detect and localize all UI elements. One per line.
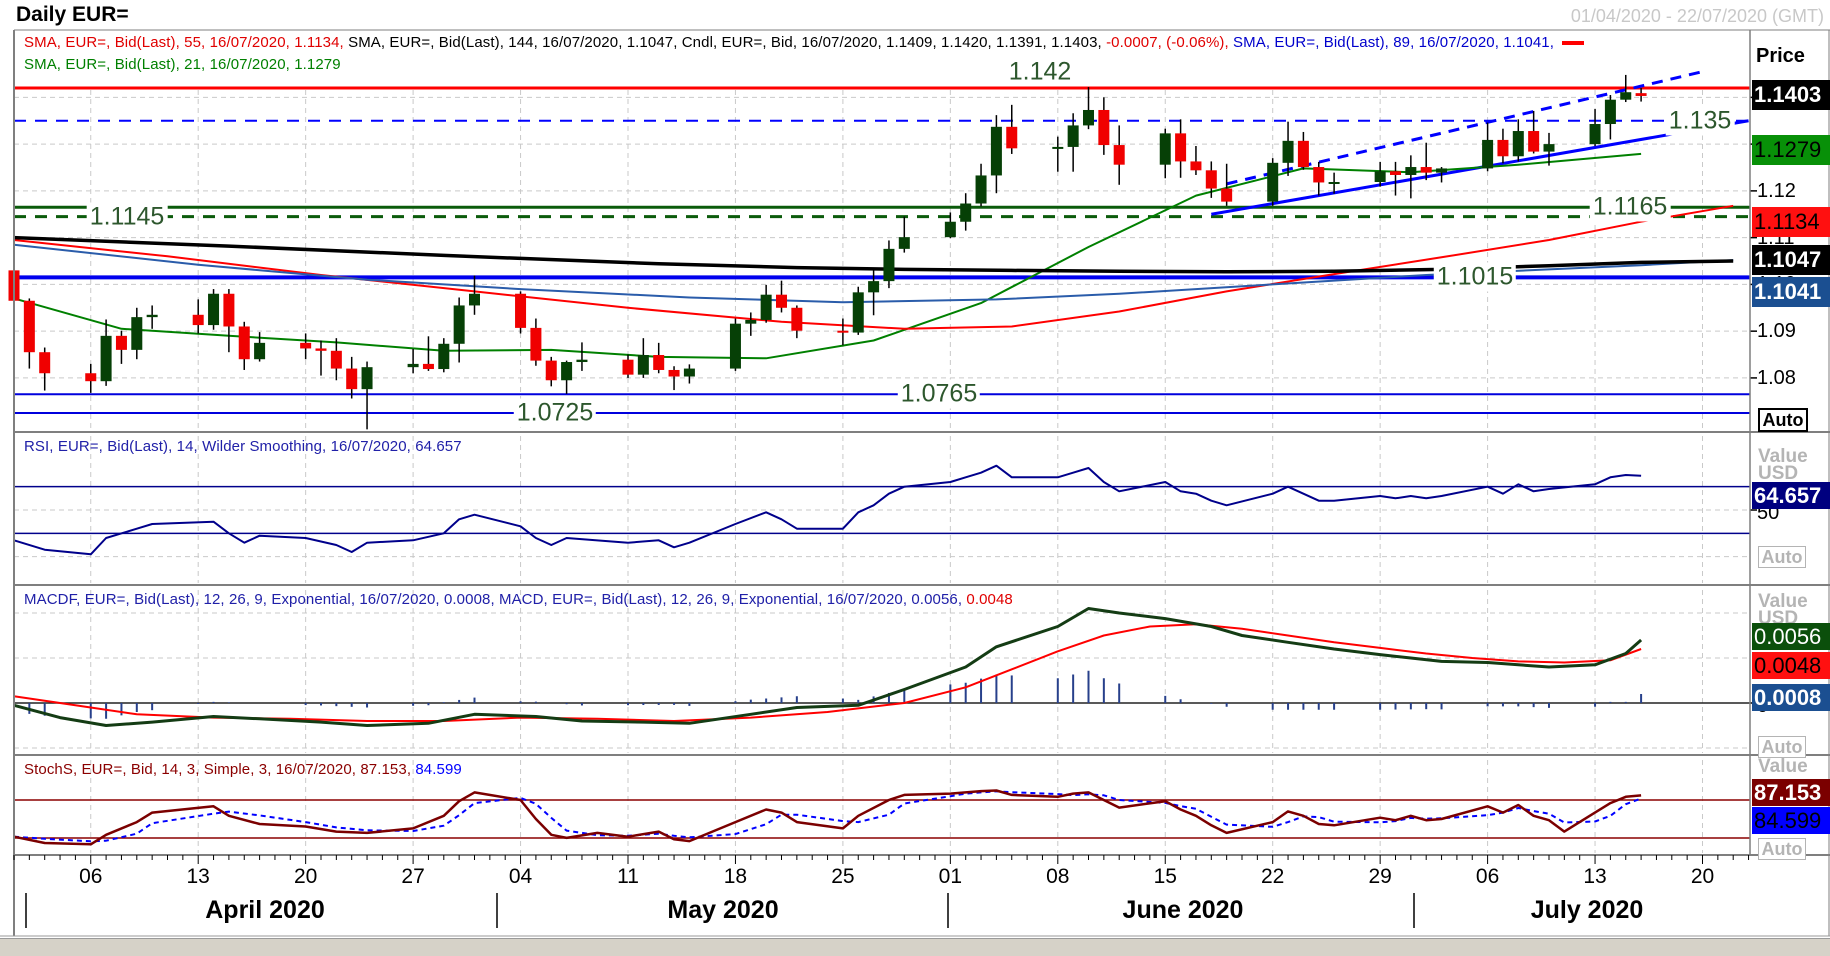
stoch-axis-value-label: Value (1758, 756, 1808, 777)
date-range-label: 01/04/2020 - 22/07/2020 (GMT) (1570, 6, 1824, 26)
price-level-label-1.1165: 1.1165 (1589, 192, 1671, 222)
stoch-legend-segment: 84.599 (415, 761, 462, 778)
sma-144-line (13, 235, 1734, 274)
x-axis-date-label: 20 (293, 865, 318, 888)
macd-panel (13, 607, 1750, 727)
macd-line (13, 607, 1643, 727)
x-axis-date-label: 06 (79, 865, 103, 888)
price-legend-segment: SMA, EUR=, Bid(Last), 89, 16/07/2020, 1.… (1233, 34, 1559, 51)
rsi-axis-value-box: 64.657 (1752, 482, 1830, 509)
price-panel-legend-row1: SMA, EUR=, Bid(Last), 55, 16/07/2020, 1.… (24, 34, 1585, 51)
x-axis-month-label: April 2020 (205, 896, 325, 924)
price-axis-value-box: 1.1279 (1752, 135, 1830, 165)
price-level-label-1.1145: 1.1145 (86, 202, 168, 232)
price-level-label-1.142: 1.142 (1008, 57, 1072, 86)
price-axis-value-box: 1.1041 (1752, 277, 1830, 307)
chart-title: Daily EUR= (16, 3, 129, 26)
rsi-axis-value-label: Value (1758, 446, 1808, 467)
macd-axis-value-box: 0.0008 (1752, 684, 1830, 711)
price-axis-value-box: 1.1047 (1752, 245, 1830, 275)
x-axis-date-label: 13 (1583, 865, 1607, 888)
price-axis-value-box: 1.1403 (1752, 80, 1830, 110)
rsi-panel-legend: RSI, EUR=, Bid(Last), 14, Wilder Smoothi… (24, 438, 462, 455)
gridlines (14, 90, 1757, 853)
sma-89-line (13, 243, 1734, 304)
sma-curves (13, 152, 1734, 360)
macd-axis-value-label: Value (1758, 591, 1808, 612)
x-axis-date-label: 11 (617, 865, 639, 888)
stoch-d-line (13, 790, 1642, 843)
stoch-legend-segment: StochS, EUR=, Bid, 14, 3, Simple, 3, 16/… (24, 761, 416, 778)
legend-line-swatch (1562, 41, 1585, 46)
x-axis-date-label: 01 (938, 865, 963, 888)
price-legend-segment: SMA, EUR=, Bid(Last), 55, 16/07/2020, 1.… (24, 34, 349, 51)
price-legend-segment: SMA, EUR=, Bid(Last), 144, 16/07/2020, 1… (348, 34, 682, 51)
price-axis-tick-1.08: 1.08 (1757, 366, 1796, 389)
price-axis-auto-button[interactable]: Auto (1758, 408, 1808, 432)
x-axis-date-label: 13 (186, 865, 210, 888)
price-axis-tick-1.09: 1.09 (1757, 320, 1796, 343)
macd-legend-segment: MACDF, EUR=, Bid(Last), 12, 26, 9, Expon… (24, 591, 967, 608)
x-axis-month-label: May 2020 (667, 896, 779, 924)
x-axis-date-label: 22 (1261, 865, 1285, 888)
price-panel-legend-row2: SMA, EUR=, Bid(Last), 21, 16/07/2020, 1.… (24, 56, 341, 73)
price-axis-tick-1.12: 1.12 (1757, 179, 1796, 202)
price-level-label-1.0765: 1.0765 (897, 379, 981, 409)
x-axis-date-label: 18 (723, 865, 748, 888)
time-axis-ticks (13, 855, 1750, 928)
candlestick-series (8, 74, 1647, 430)
price-axis-value-box: 1.1134 (1752, 207, 1830, 237)
x-axis-date-label: 27 (401, 865, 425, 888)
macd-axis-value-box: 0.0048 (1752, 652, 1830, 679)
macd-axis-auto-button[interactable]: Auto (1758, 736, 1806, 758)
x-axis-date-label: 25 (831, 865, 855, 888)
x-axis-date-label: 15 (1153, 865, 1177, 888)
macd-axis-value-box: 0.0056 (1752, 623, 1830, 650)
x-axis-month-label: July 2020 (1530, 896, 1644, 924)
rsi-axis-auto-button[interactable]: Auto (1758, 546, 1806, 568)
price-level-label-1.135: 1.135 (1665, 106, 1735, 136)
x-axis-date-label: 20 (1690, 865, 1715, 888)
stoch-panel-legend: StochS, EUR=, Bid, 14, 3, Simple, 3, 16/… (24, 761, 462, 778)
macd-panel-legend: MACDF, EUR=, Bid(Last), 12, 26, 9, Expon… (24, 591, 1013, 608)
stoch-axis-auto-button[interactable]: Auto (1758, 838, 1806, 860)
bottom-scrollbar[interactable] (0, 938, 1830, 956)
price-level-label-1.0725: 1.0725 (513, 398, 597, 428)
x-axis-date-label: 04 (508, 865, 533, 888)
rsi-panel (13, 464, 1750, 556)
x-axis-month-label: June 2020 (1122, 896, 1244, 924)
macd-legend-segment: 0.0048 (966, 591, 1013, 608)
rsi-line (13, 464, 1642, 556)
stoch-axis-value-box: 87.153 (1752, 779, 1830, 806)
rsi-axis-usd-label: USD (1758, 463, 1799, 484)
x-axis-date-label: 06 (1475, 865, 1500, 888)
x-axis-date-label: 08 (1046, 865, 1070, 888)
price-axis-title: Price (1756, 45, 1805, 67)
stoch-axis-value-box: 84.599 (1752, 807, 1830, 834)
rsi-legend-segment: RSI, EUR=, Bid(Last), 14, Wilder Smoothi… (24, 438, 462, 455)
x-axis-date-label: 29 (1368, 865, 1392, 888)
stoch-panel (13, 789, 1750, 846)
price-legend-segment: Cndl, EUR=, Bid, 16/07/2020, 1.1409, 1.1… (681, 34, 1107, 51)
horizontal-level-lines (14, 70, 1750, 414)
price-level-label-1.1015: 1.1015 (1433, 262, 1517, 292)
price-legend-segment: SMA, EUR=, Bid(Last), 21, 16/07/2020, 1.… (24, 56, 341, 73)
stoch-k-line (13, 789, 1642, 846)
macd-signal-line (13, 623, 1642, 722)
price-legend-segment: -0.0007, (-0.06%), (1106, 34, 1234, 51)
sma-21-line (13, 152, 1642, 360)
